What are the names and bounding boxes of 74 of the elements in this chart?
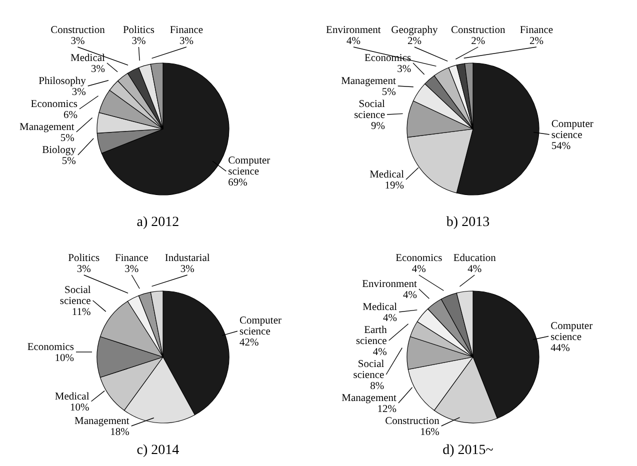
data-label: 2%: [529, 36, 544, 47]
slice-label: Construction: [50, 25, 106, 36]
slice-label: Finance: [170, 25, 204, 36]
data-label: 19%: [384, 180, 404, 192]
data-label: 3%: [397, 64, 412, 75]
slice-label: Medical: [70, 53, 106, 64]
data-label: 16%: [420, 427, 440, 438]
data-label: 3%: [179, 36, 194, 47]
slice-label: Medical: [370, 170, 404, 181]
data-label: 2%: [471, 36, 486, 47]
slice-label: Management: [342, 393, 397, 404]
slice-label: Medical: [362, 302, 398, 313]
slice-label: Politics: [68, 253, 100, 264]
slice-label: Management: [20, 122, 74, 133]
data-label: 3%: [180, 264, 195, 275]
slice-label: Earth science: [356, 325, 388, 347]
slice-label: Finance: [115, 253, 149, 264]
slice-label: Environment: [326, 25, 381, 36]
data-label: 3%: [124, 264, 139, 275]
text: c) 2014: [136, 443, 180, 459]
slice-label: Economics: [396, 253, 442, 264]
data-label: 4%: [346, 36, 361, 47]
slice-label: Social science: [353, 359, 384, 381]
slice-label: Politics: [122, 25, 154, 36]
slice-label: Computer science: [551, 119, 594, 142]
data-label: 8%: [370, 381, 384, 392]
data-label: 4%: [468, 264, 482, 275]
data-label: 3%: [72, 87, 86, 98]
slice-label: Geography: [391, 25, 439, 36]
slice-label: Medical: [54, 391, 90, 402]
text: b) 2013: [445, 215, 491, 231]
data-label: 12%: [377, 404, 397, 415]
data-label: 54%: [551, 141, 571, 152]
slice-label: Construction: [385, 416, 440, 427]
data-label: 18%: [110, 427, 130, 438]
data-label: 42%: [239, 338, 259, 349]
data-label: 2%: [407, 36, 422, 47]
slice-label: Finance: [520, 25, 554, 36]
slice-label: Economics: [27, 342, 74, 353]
data-label: 11%: [72, 307, 92, 318]
slice-label: Management: [341, 76, 396, 87]
slice-label: Computer science: [550, 320, 594, 343]
slice-label: Industarial: [164, 253, 210, 264]
slice-label: Computer science: [239, 316, 282, 338]
data-label: 3%: [76, 264, 92, 275]
slice-label: Social science: [354, 99, 386, 121]
data-label: 3%: [90, 64, 106, 75]
data-label: 10%: [70, 402, 90, 414]
slice-label: Economics: [30, 99, 78, 110]
slice-label: Philosophy: [38, 76, 87, 87]
text: a) 2012: [136, 215, 180, 231]
data-label: 3%: [70, 36, 85, 47]
data-label: 69%: [228, 178, 248, 189]
data-label: 4%: [412, 264, 426, 275]
data-label: 44%: [550, 342, 570, 354]
data-label: 5%: [382, 87, 396, 98]
data-label: 5%: [62, 156, 76, 167]
data-label: 4%: [383, 313, 398, 324]
slice-label: Education: [453, 253, 497, 264]
text: d) 2015~: [442, 443, 494, 459]
data-label: 5%: [60, 133, 75, 144]
slice-label: Biology: [42, 145, 77, 156]
slice-label: Management: [74, 416, 130, 427]
slice-label: Social science: [60, 285, 92, 308]
slice-label: Construction: [450, 25, 506, 36]
data-label: 4%: [372, 347, 388, 358]
data-label: 9%: [370, 121, 386, 132]
slice-label: Environment: [362, 279, 418, 290]
data-label: 3%: [132, 36, 146, 47]
data-label: 10%: [54, 353, 74, 364]
slice-label: Computer science: [228, 156, 271, 178]
slice-label: Economics: [364, 53, 412, 64]
data-label: 6%: [63, 110, 78, 121]
data-label: 4%: [402, 290, 418, 301]
